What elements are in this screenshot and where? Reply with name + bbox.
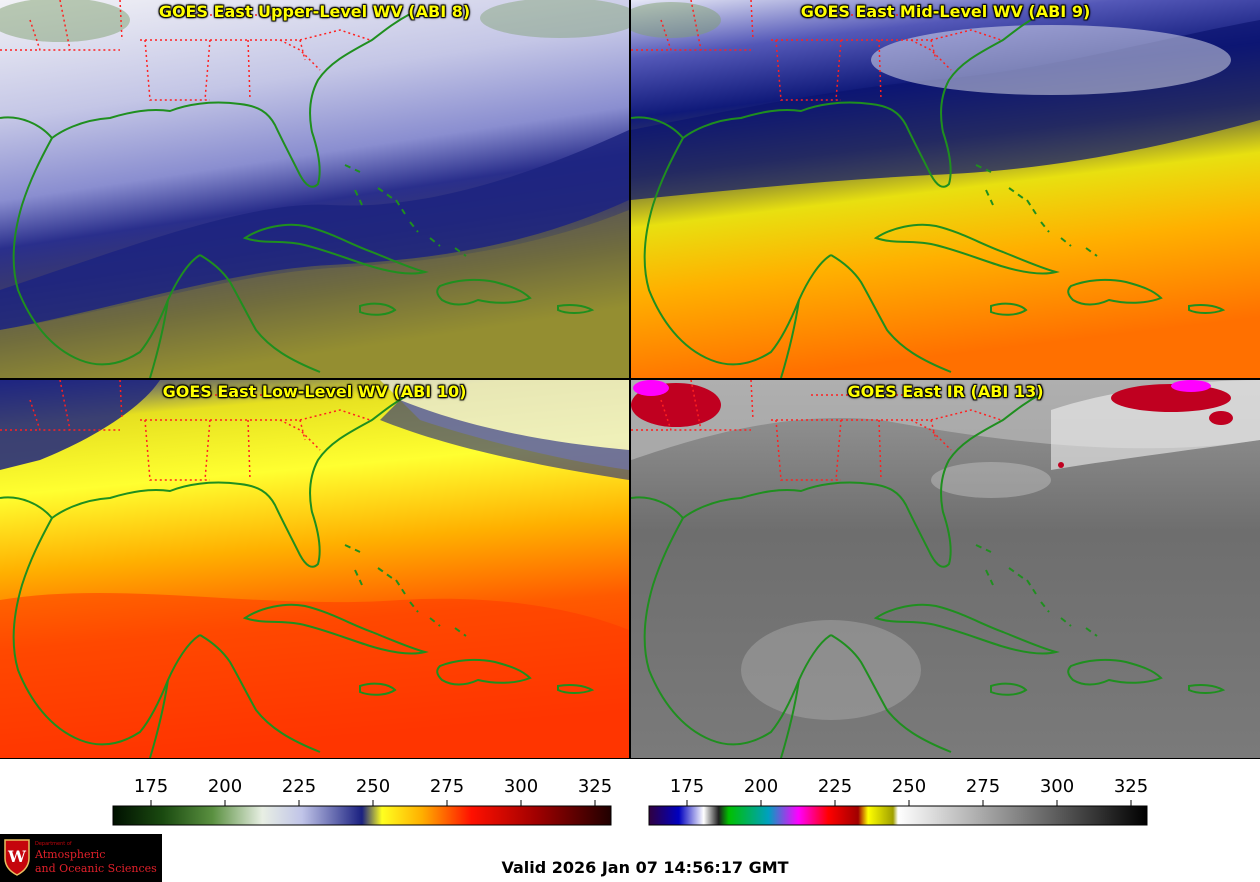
colorbar-tick-label: 200 [744, 776, 778, 797]
ir-panel: GOES East IR (ABI 13) [630, 379, 1260, 759]
low-level-wv-panel: GOES East Low-Level WV (ABI 10) [0, 379, 630, 759]
colorbar-tick-label: 200 [208, 776, 242, 797]
uw-crest-icon: W [4, 839, 30, 876]
colorbar-tick-label: 300 [504, 776, 538, 797]
ir-colorbar-graphic: 175 200 225 250 275 300 325 [648, 776, 1148, 826]
mid-level-wv-panel: GOES East Mid-Level WV (ABI 9) [630, 0, 1260, 379]
colorbar-tick-label: 225 [818, 776, 852, 797]
colorbar-tick-label: 250 [356, 776, 390, 797]
panel-title: GOES East Mid-Level WV (ABI 9) [800, 2, 1091, 21]
panel-title: GOES East Upper-Level WV (ABI 8) [158, 2, 471, 21]
upper-level-wv-map [0, 0, 629, 378]
colorbar-tick-label: 175 [670, 776, 704, 797]
panel-title: GOES East IR (ABI 13) [847, 382, 1044, 401]
colorbar-tick-label: 225 [282, 776, 316, 797]
wv-colorbar-graphic: 175 200 225 250 275 300 325 [112, 776, 612, 826]
colorbar-tick-label: 275 [430, 776, 464, 797]
svg-text:W: W [7, 847, 27, 866]
valid-time: Valid 2026 Jan 07 14:56:17 GMT [501, 858, 789, 877]
ir-colorbar: 175 200 225 250 275 300 325 [648, 760, 1148, 828]
logo-line-2: Atmospheric [35, 848, 106, 861]
panel-title: GOES East Low-Level WV (ABI 10) [162, 382, 467, 401]
logo-line-3: and Oceanic Sciences [35, 862, 157, 875]
mid-level-wv-map [631, 0, 1260, 378]
wv-colorbar: 175 200 225 250 275 300 325 [112, 760, 612, 828]
colorbar-tick-label: 250 [892, 776, 926, 797]
logo-line-1: Department of [35, 841, 72, 847]
colorbar-tick-label: 325 [1114, 776, 1148, 797]
aos-logo: W Department of Atmospheric and Oceanic … [0, 834, 162, 882]
ir-map [631, 380, 1260, 758]
colorbar-tick-label: 325 [578, 776, 612, 797]
colorbar-tick-label: 275 [966, 776, 1000, 797]
low-level-wv-map [0, 380, 629, 758]
colorbar-tick-label: 175 [134, 776, 168, 797]
colorbar-tick-label: 300 [1040, 776, 1074, 797]
upper-level-wv-panel: GOES East Upper-Level WV (ABI 8) [0, 0, 630, 379]
